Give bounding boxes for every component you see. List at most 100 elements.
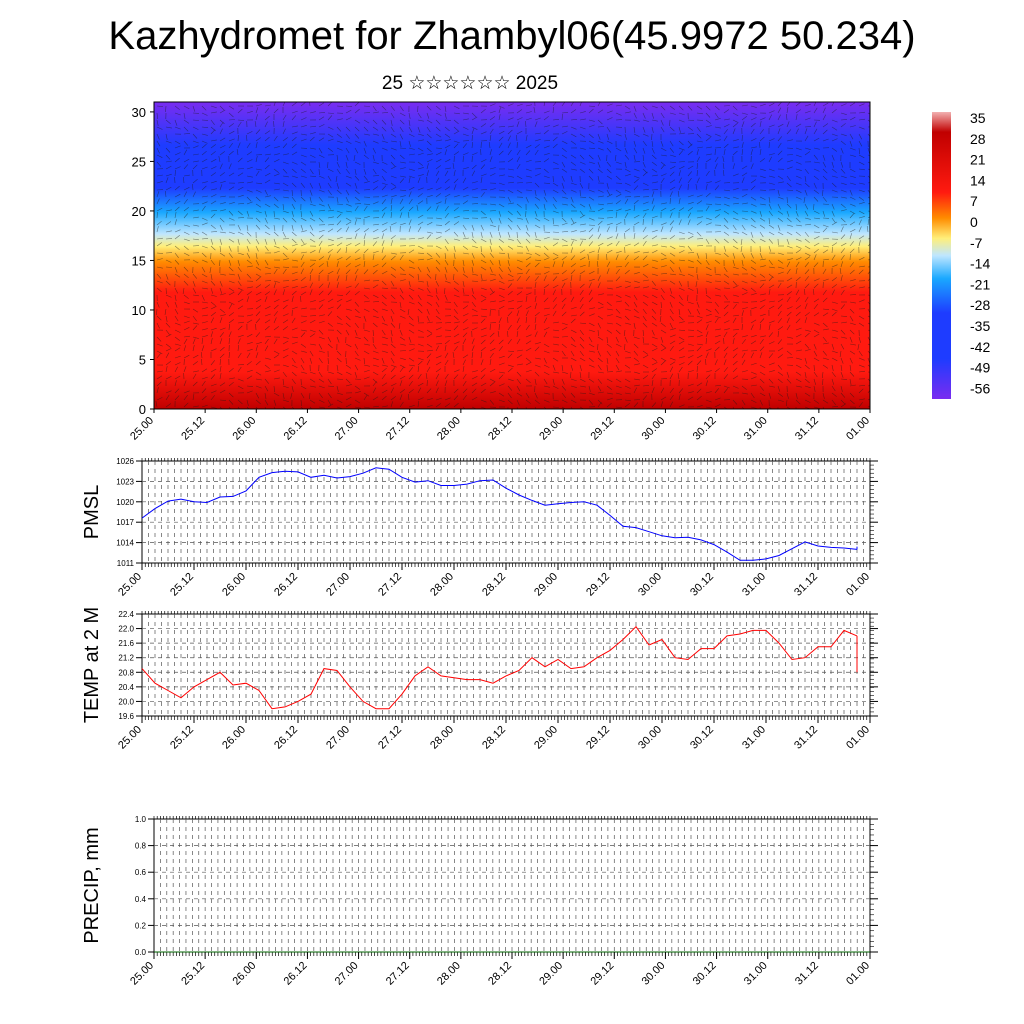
page-title: Kazhydromet for Zhambyl06(45.9972 50.234… xyxy=(108,14,916,58)
precip-y-tick-label: 1.0 xyxy=(135,815,147,824)
pmsl-x-tick-label: 29.12 xyxy=(584,571,612,599)
colorbar-label: 21 xyxy=(970,152,986,168)
precip-y-tick-label: 0.0 xyxy=(135,948,147,957)
heatmap-x-tick-label: 27.12 xyxy=(384,415,412,443)
heatmap-x-tick-label: 27.00 xyxy=(333,415,361,443)
precip-y-tick-label: 0.8 xyxy=(135,842,147,851)
colorbar-label: -7 xyxy=(970,235,983,251)
colorbar-label: 0 xyxy=(970,214,978,230)
temp2m-x-tick-label: 29.12 xyxy=(584,724,612,752)
temp2m-y-tick-label: 21.2 xyxy=(118,654,134,663)
temp2m-x-tick-label: 31.00 xyxy=(740,724,768,752)
pmsl-y-tick-label: 1017 xyxy=(116,518,134,527)
pmsl-y-axis-title: PMSL xyxy=(81,485,103,539)
heatmap-x-tick-label: 30.12 xyxy=(691,415,719,443)
pmsl-x-tick-label: 26.00 xyxy=(220,571,248,599)
heatmap-x-tick-label: 25.00 xyxy=(128,415,156,443)
pmsl-x-tick-label: 29.00 xyxy=(532,571,560,599)
temp2m-x-tick-label: 29.00 xyxy=(532,724,560,752)
page-subtitle: 25 ☆☆☆☆☆☆ 2025 xyxy=(381,73,559,94)
pmsl-x-tick-label: 30.12 xyxy=(688,571,716,599)
temp2m-x-tick-label: 28.00 xyxy=(428,724,456,752)
precip-x-tick-label: 26.00 xyxy=(230,960,258,988)
precip-y-tick-label: 0.4 xyxy=(135,895,147,904)
colorbar-label: -14 xyxy=(970,256,990,272)
temp2m-x-tick-label: 28.12 xyxy=(480,724,508,752)
precip-x-tick-label: 25.12 xyxy=(179,960,207,988)
temp2m-y-tick-label: 22.0 xyxy=(118,625,134,634)
precip-x-tick-label: 31.00 xyxy=(742,960,770,988)
pmsl-x-tick-label: 27.00 xyxy=(324,571,352,599)
temp2m-y-tick-label: 20.0 xyxy=(118,697,134,706)
colorbar-label: -56 xyxy=(970,380,990,396)
precip-y-tick-label: 0.2 xyxy=(135,921,147,930)
precip-x-tick-label: 25.00 xyxy=(128,960,156,988)
precip-x-tick-label: 29.12 xyxy=(588,960,616,988)
pmsl-x-tick-label: 27.12 xyxy=(376,571,404,599)
precip-x-tick-label: 28.12 xyxy=(486,960,514,988)
temp2m-x-tick-label: 31.12 xyxy=(792,724,820,752)
colorbar-label: -35 xyxy=(970,318,990,334)
colorbar-label: 7 xyxy=(970,193,978,209)
temp2m-x-tick-label: 30.00 xyxy=(636,724,664,752)
heatmap-field xyxy=(154,102,870,409)
pmsl-x-tick-label: 25.12 xyxy=(168,571,196,599)
pmsl-x-tick-label: 28.00 xyxy=(428,571,456,599)
temp2m-y-tick-label: 20.8 xyxy=(118,668,134,677)
pmsl-x-tick-label: 26.12 xyxy=(272,571,300,599)
pmsl-x-tick-label: 31.00 xyxy=(740,571,768,599)
pmsl-x-tick-label: 25.00 xyxy=(116,571,144,599)
temp2m-x-tick-label: 27.12 xyxy=(376,724,404,752)
precip-x-tick-label: 28.00 xyxy=(435,960,463,988)
temp2m-x-tick-label: 30.12 xyxy=(688,724,716,752)
pmsl-y-tick-label: 1026 xyxy=(116,457,134,466)
colorbar-label: 14 xyxy=(970,172,986,188)
temp2m-x-tick-label: 27.00 xyxy=(324,724,352,752)
pmsl-y-tick-label: 1023 xyxy=(116,477,134,486)
pmsl-x-tick-label: 30.00 xyxy=(636,571,664,599)
temp2m-x-tick-label: 01.00 xyxy=(844,724,872,752)
heatmap-x-tick-label: 28.00 xyxy=(435,415,463,443)
pmsl-y-tick-label: 1020 xyxy=(116,498,134,507)
pmsl-series-line xyxy=(141,467,858,561)
wind-vectors xyxy=(155,102,870,409)
heatmap-y-tick-label: 0 xyxy=(139,402,146,417)
temp2m-y-tick-label: 19.6 xyxy=(118,712,134,721)
precip-x-tick-label: 29.00 xyxy=(537,960,565,988)
temp2m-x-tick-label: 26.12 xyxy=(272,724,300,752)
temp2m-y-tick-label: 20.4 xyxy=(118,683,134,692)
heatmap-y-tick-label: 20 xyxy=(132,204,146,219)
heatmap-x-tick-label: 01.00 xyxy=(844,415,872,443)
precip-x-tick-label: 01.00 xyxy=(844,960,872,988)
temp2m-x-tick-label: 25.12 xyxy=(168,724,196,752)
precip-x-tick-label: 30.00 xyxy=(640,960,668,988)
heatmap-y-tick-label: 15 xyxy=(132,253,146,268)
precip-x-tick-label: 27.00 xyxy=(333,960,361,988)
pmsl-y-tick-label: 1014 xyxy=(116,539,134,548)
heatmap-x-tick-label: 28.12 xyxy=(486,415,514,443)
colorbar xyxy=(932,112,951,399)
heatmap-x-tick-label: 29.00 xyxy=(537,415,565,443)
heatmap-x-tick-label: 30.00 xyxy=(640,415,668,443)
pmsl-x-tick-label: 31.12 xyxy=(792,571,820,599)
colorbar-label: -28 xyxy=(970,297,990,313)
colorbar-label: 28 xyxy=(970,131,986,147)
temp2m-series-line xyxy=(141,625,858,710)
temp2m-x-tick-label: 26.00 xyxy=(220,724,248,752)
precip-y-axis-title: PRECIP, mm xyxy=(81,827,103,943)
precip-x-tick-label: 27.12 xyxy=(384,960,412,988)
colorbar-label: 35 xyxy=(970,110,986,126)
precip-x-tick-label: 26.12 xyxy=(282,960,310,988)
heatmap-x-tick-label: 31.12 xyxy=(793,415,821,443)
heatmap-x-tick-label: 31.00 xyxy=(742,415,770,443)
heatmap-x-tick-label: 25.12 xyxy=(179,415,207,443)
colorbar-label: -42 xyxy=(970,339,990,355)
heatmap-y-tick-label: 5 xyxy=(139,352,146,367)
temp2m-y-tick-label: 22.4 xyxy=(118,610,134,619)
heatmap-x-tick-label: 26.12 xyxy=(282,415,310,443)
pmsl-y-tick-label: 1011 xyxy=(117,559,135,568)
heatmap-x-tick-label: 26.00 xyxy=(230,415,258,443)
precip-x-tick-label: 31.12 xyxy=(793,960,821,988)
